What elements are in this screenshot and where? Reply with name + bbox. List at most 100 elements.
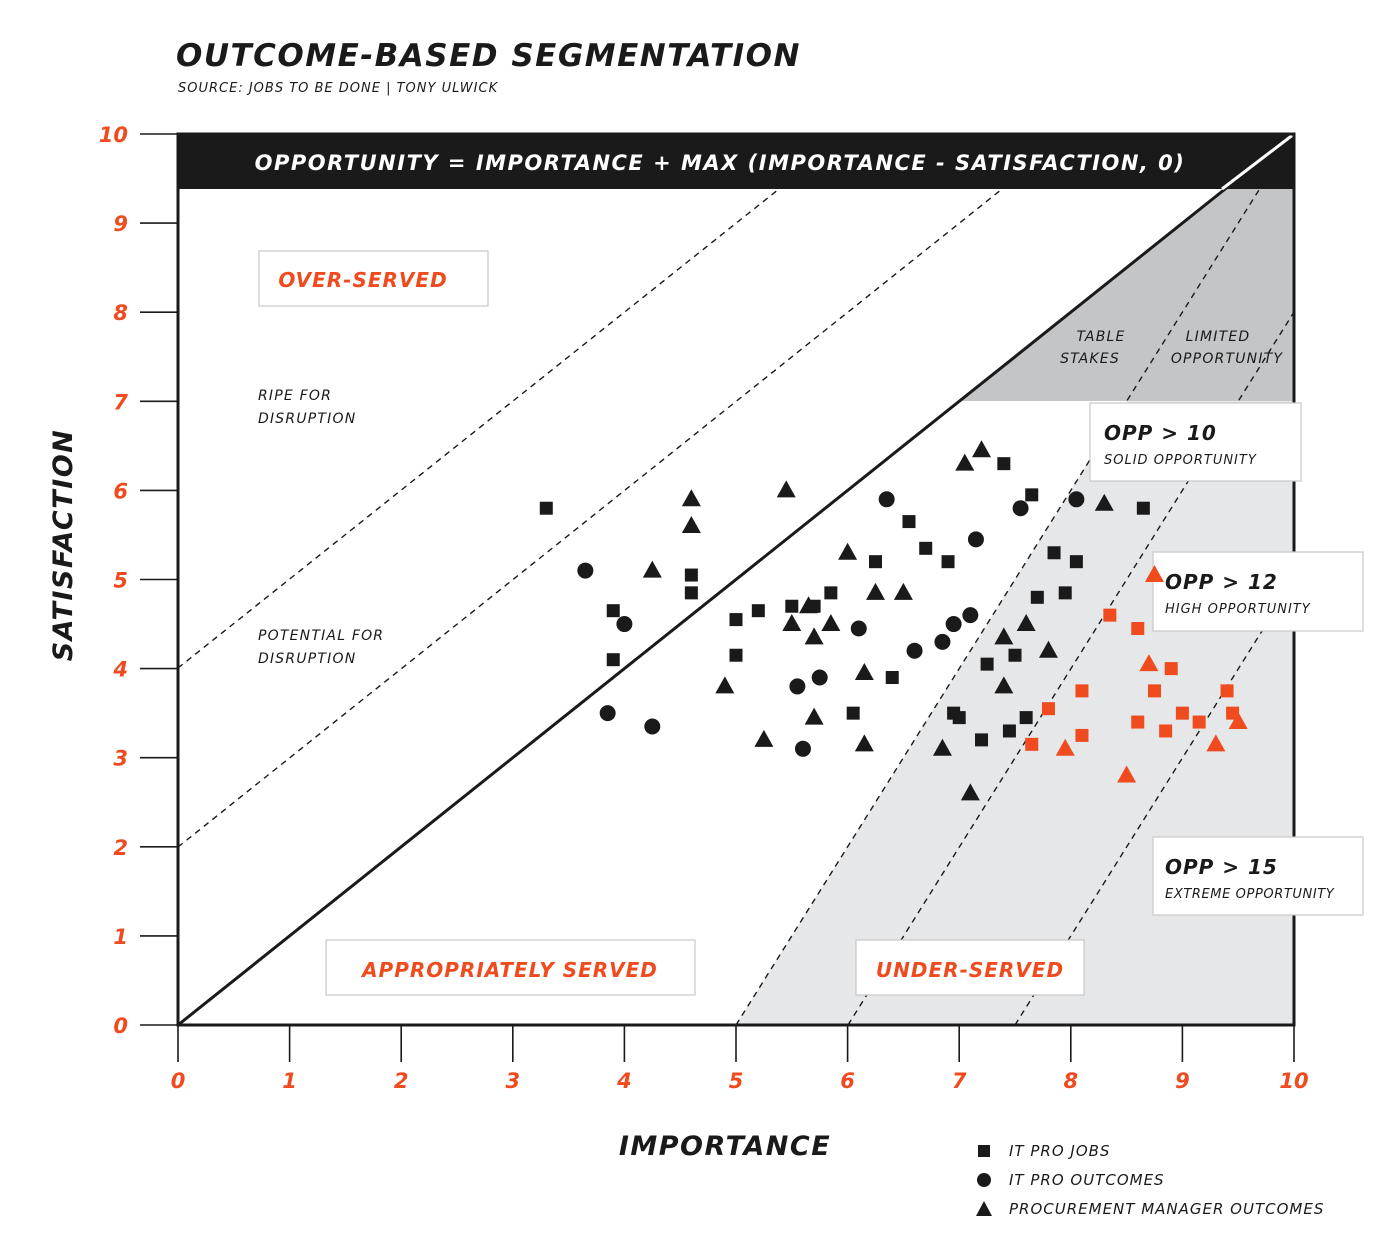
x-tick-label-1: 1	[282, 1069, 297, 1093]
opp12-subtitle: HIGH OPPORTUNITY	[1165, 602, 1311, 617]
opp10-subtitle: SOLID OPPORTUNITY	[1104, 453, 1257, 468]
triangle-point-2-10	[821, 614, 841, 632]
appropriately-served-label: APPROPRIATELY SERVED	[360, 958, 658, 982]
x-tick-label-3: 3	[505, 1069, 520, 1093]
triangle-point-2-21	[994, 676, 1014, 694]
square-point-0-39	[1159, 724, 1173, 738]
x-tick-label-0: 0	[171, 1069, 186, 1093]
square-point-0-20	[980, 657, 994, 671]
circle-point-1-2	[616, 616, 633, 633]
potential-label-line2: DISRUPTION	[258, 651, 356, 667]
circle-point-1-8	[878, 491, 895, 508]
table-stakes-line2: STAKES	[1060, 351, 1120, 367]
y-tick-label-4: 4	[112, 658, 128, 682]
formula-banner	[178, 134, 1294, 189]
square-point-0-26	[1030, 590, 1044, 604]
x-tick-label-8: 8	[1063, 1069, 1078, 1093]
square-point-0-25	[1025, 488, 1039, 502]
y-tick-label-0: 0	[113, 1014, 128, 1038]
circle-point-1-4	[789, 678, 806, 695]
triangle-point-2-29	[1206, 734, 1226, 752]
table-stakes-line1: TABLE	[1076, 329, 1125, 345]
legend-label-procurement-outcomes: PROCUREMENT MANAGER OUTCOMES	[1009, 1199, 1325, 1218]
triangle-point-2-25	[1055, 738, 1075, 756]
x-tick-label-2: 2	[394, 1069, 409, 1093]
square-point-0-5	[729, 613, 743, 627]
legend: IT PRO JOBS IT PRO OUTCOMES PROCUREMENT …	[975, 1136, 1324, 1223]
x-tick-label-5: 5	[729, 1069, 744, 1093]
triangle-point-2-17	[955, 453, 975, 471]
triangle-point-2-28	[1139, 654, 1159, 672]
circle-point-1-13	[967, 531, 984, 548]
opp10-box	[1089, 402, 1302, 482]
legend-item-it-pro-jobs: IT PRO JOBS	[975, 1136, 1324, 1165]
square-point-0-12	[869, 555, 882, 569]
triangle-point-2-23	[1038, 640, 1058, 658]
circle-point-1-15	[1068, 491, 1085, 508]
triangle-point-2-27	[1145, 565, 1164, 583]
y-tick-label-2: 2	[113, 836, 128, 860]
square-point-0-1	[606, 604, 620, 618]
square-point-0-6	[729, 648, 743, 662]
circle-point-1-0	[577, 562, 594, 579]
circle-point-1-7	[850, 620, 867, 637]
x-tick-label-10: 10	[1279, 1069, 1308, 1093]
legend-label-it-pro-outcomes: IT PRO OUTCOMES	[1009, 1170, 1165, 1189]
square-point-0-27	[1047, 546, 1061, 560]
triangle-point-2-0	[642, 560, 662, 578]
triangle-point-2-14	[866, 582, 885, 600]
triangle-point-2-30	[1228, 712, 1248, 730]
square-point-0-0	[539, 501, 553, 515]
dashed-line-potential	[178, 134, 1072, 848]
circle-marker-icon	[977, 1172, 991, 1187]
y-tick-label-3: 3	[113, 747, 128, 771]
under-served-box	[855, 939, 1085, 996]
triangle-point-2-1	[681, 489, 701, 507]
y-axis-ticks: 0 1 2 3 4 5 6 7 8 9 10	[99, 123, 178, 1038]
triangle-point-2-5	[776, 480, 796, 498]
triangle-point-2-26	[1117, 765, 1137, 783]
square-point-0-29	[1069, 555, 1083, 569]
formula-text: OPPORTUNITY = IMPORTANCE + MAX (IMPORTAN…	[255, 151, 1186, 175]
square-point-0-21	[997, 457, 1011, 471]
ripe-label-line2: DISRUPTION	[258, 411, 356, 427]
over-served-box	[258, 250, 489, 307]
triangle-point-2-2	[681, 516, 701, 534]
over-served-label: OVER-SERVED	[278, 268, 447, 292]
x-tick-label-4: 4	[616, 1069, 632, 1093]
y-tick-label-6: 6	[113, 479, 128, 503]
square-point-0-35	[1103, 608, 1117, 622]
y-tick-label-1: 1	[113, 925, 128, 949]
diagonal-line	[178, 134, 1294, 1025]
data-points	[539, 440, 1248, 801]
x-axis-label: IMPORTANCE	[619, 1131, 831, 1162]
triangle-point-2-7	[799, 596, 819, 614]
square-point-0-18	[952, 711, 966, 725]
legend-label-it-pro-jobs: IT PRO JOBS	[1009, 1141, 1111, 1160]
square-point-0-19	[975, 733, 989, 747]
square-point-0-11	[846, 706, 860, 720]
triangle-point-2-9	[804, 707, 824, 725]
triangle-point-2-15	[893, 582, 913, 600]
y-axis-label: SATISFACTION	[48, 429, 79, 662]
square-point-0-24	[1019, 711, 1033, 725]
square-point-0-13	[885, 671, 899, 685]
opp10-title: OPP > 10	[1104, 421, 1217, 445]
square-point-0-32	[1041, 702, 1055, 716]
triangle-point-2-13	[854, 734, 874, 752]
square-point-0-41	[1175, 706, 1189, 720]
triangle-point-2-8	[804, 627, 824, 645]
y-tick-label-10: 10	[99, 123, 128, 147]
opp15-subtitle: EXTREME OPPORTUNITY	[1165, 887, 1335, 902]
square-point-0-33	[1075, 684, 1089, 698]
square-point-0-30	[1136, 501, 1150, 515]
square-point-0-4	[684, 586, 698, 600]
limited-opportunity-line2: OPPORTUNITY	[1171, 351, 1284, 367]
triangle-point-2-12	[854, 663, 874, 681]
triangle-point-2-24	[1094, 493, 1114, 511]
potential-label-line1: POTENTIAL FOR	[258, 628, 384, 644]
triangle-point-2-4	[754, 729, 774, 747]
circle-point-1-3	[644, 718, 661, 735]
square-point-0-34	[1075, 728, 1089, 742]
